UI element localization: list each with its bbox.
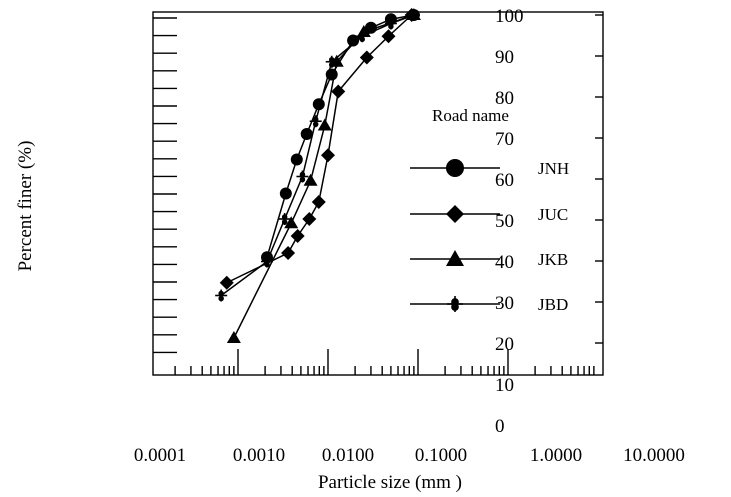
legend-title: Road name <box>432 106 509 125</box>
legend-label: JBD <box>538 295 568 314</box>
axis-ticks <box>153 14 603 375</box>
data-point <box>219 275 234 290</box>
data-point <box>300 128 313 140</box>
series-line-jnh <box>266 14 415 258</box>
data-point <box>284 216 299 229</box>
data-point <box>446 159 464 177</box>
data-point <box>311 195 326 209</box>
series-line-juc <box>226 14 413 284</box>
data-point <box>281 246 296 260</box>
y-tick-label: 90 <box>495 47 514 68</box>
legend-item-jkb: JKB <box>410 250 568 269</box>
data-point <box>321 148 335 163</box>
data-point <box>347 34 360 47</box>
data-point <box>278 213 291 225</box>
legend-label: JUC <box>538 205 568 224</box>
legend-label: JNH <box>538 159 569 178</box>
data-point <box>384 17 397 30</box>
data-point <box>325 68 338 81</box>
y-tick-label: 40 <box>495 252 514 273</box>
data-point <box>303 173 318 186</box>
data-point <box>407 9 420 21</box>
x-tick-label: 10.0000 <box>623 445 685 466</box>
data-point <box>226 331 241 343</box>
data-point <box>302 212 317 226</box>
series-markers <box>215 8 421 343</box>
y-tick-label: 20 <box>495 334 514 355</box>
y-tick-label: 100 <box>495 6 524 27</box>
data-point <box>356 30 369 43</box>
data-point <box>309 115 322 128</box>
data-point <box>290 153 303 166</box>
data-point <box>364 21 377 34</box>
x-tick-label: 0.1000 <box>415 445 467 466</box>
y-tick-label: 80 <box>495 88 514 109</box>
data-point <box>331 84 346 99</box>
y-tick-label: 70 <box>495 129 514 150</box>
legend-item-juc: JUC <box>410 205 568 224</box>
y-tick-label: 30 <box>495 293 514 314</box>
data-point <box>260 255 273 268</box>
y-tick-label: 50 <box>495 211 514 232</box>
x-tick-label: 0.0010 <box>233 445 285 466</box>
y-tick-label: 10 <box>495 375 514 396</box>
y-tick-label: 0 <box>495 416 505 437</box>
series-lines <box>220 14 415 339</box>
data-point <box>312 98 325 111</box>
data-point <box>290 229 305 243</box>
plot-axes <box>152 11 604 376</box>
data-point <box>325 55 338 68</box>
data-point <box>447 296 463 312</box>
legend-item-jnh: JNH <box>410 159 569 178</box>
y-tick-label: 60 <box>495 170 514 191</box>
data-point <box>381 29 396 44</box>
data-point <box>359 50 374 65</box>
data-point <box>446 250 464 266</box>
legend-item-jbd: JBD <box>410 295 568 314</box>
x-tick-label: 0.0100 <box>322 445 374 466</box>
data-point <box>446 205 464 223</box>
y-axis-title: Percent finer (%) <box>15 141 36 272</box>
legend: Road name JNH JUC JKB JBD <box>410 106 569 314</box>
data-point <box>296 170 309 183</box>
y-tick-labels: 0 10 20 30 40 50 60 70 80 90 100 <box>495 6 524 437</box>
data-point <box>279 187 292 200</box>
legend-label: JKB <box>538 250 568 269</box>
x-axis-title: Particle size (mm ) <box>318 472 462 493</box>
x-tick-label: 1.0000 <box>530 445 582 466</box>
data-point <box>215 289 228 302</box>
x-tick-labels: 0.0001 0.0010 0.0100 0.1000 1.0000 10.0000 <box>134 445 685 466</box>
plot-frame <box>152 11 604 376</box>
data-point <box>317 118 332 131</box>
x-tick-label: 0.0001 <box>134 445 186 466</box>
